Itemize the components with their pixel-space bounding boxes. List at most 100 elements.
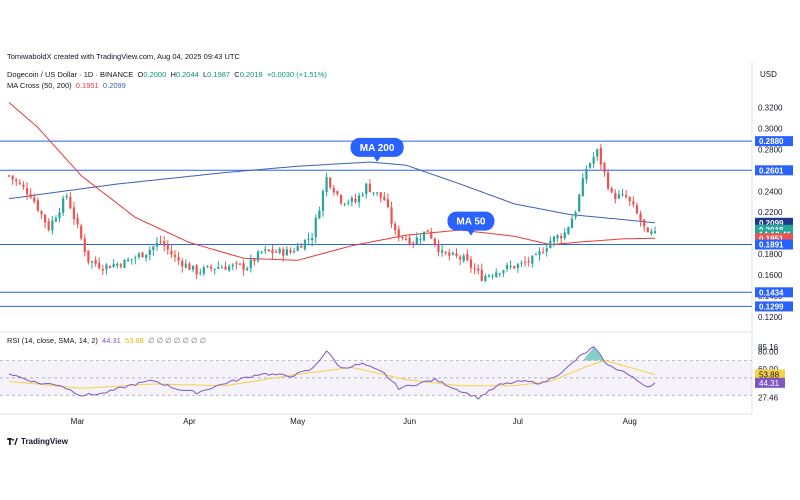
candle-body[interactable] [625,195,628,198]
candle-body[interactable] [303,239,307,250]
candle-body[interactable] [11,175,14,180]
candle-body[interactable] [397,229,400,238]
candle-body[interactable] [560,235,563,239]
candle-body[interactable] [505,265,509,269]
rsi-line[interactable] [8,346,656,400]
candle-body[interactable] [585,168,588,180]
candle-body[interactable] [390,207,393,224]
candle-body[interactable] [462,255,465,261]
candle-body[interactable] [484,275,487,282]
candle-body[interactable] [18,182,21,184]
candle-body[interactable] [375,192,379,194]
candle-body[interactable] [578,194,581,212]
candle-body[interactable] [191,265,195,270]
candle-body[interactable] [531,255,534,264]
candle-body[interactable] [155,242,159,247]
candle-body[interactable] [502,270,505,274]
candles-layer[interactable] [7,143,657,282]
candle-body[interactable] [509,266,512,268]
candle-body[interactable] [72,207,76,220]
candle-body[interactable] [311,238,314,241]
candle-body[interactable] [372,192,375,194]
candle-body[interactable] [549,240,552,248]
candle-body[interactable] [130,259,133,261]
candle-body[interactable] [368,183,372,193]
candle-body[interactable] [361,194,364,196]
candle-body[interactable] [516,264,519,268]
candle-body[interactable] [422,231,426,241]
candle-body[interactable] [451,252,455,255]
candle-body[interactable] [401,237,404,239]
candle-body[interactable] [527,261,530,263]
price-badge[interactable]: 0.1434 [755,287,793,298]
candle-body[interactable] [177,257,180,261]
candle-body[interactable] [520,262,523,264]
rsi-value-badge[interactable] [755,377,785,388]
candle-body[interactable] [459,256,462,260]
candle-body[interactable] [567,227,570,234]
candle-body[interactable] [321,191,325,211]
candle-body[interactable] [170,250,173,255]
candle-body[interactable] [264,249,267,251]
candle-body[interactable] [614,193,617,200]
candle-body[interactable] [466,253,469,261]
candle-body[interactable] [653,231,657,234]
candle-body[interactable] [36,200,39,211]
candle-body[interactable] [80,225,83,239]
candle-body[interactable] [83,238,86,252]
candle-body[interactable] [570,218,574,228]
candle-body[interactable] [588,163,592,168]
candle-body[interactable] [596,149,599,157]
candle-body[interactable] [7,175,11,177]
candle-body[interactable] [62,198,65,213]
candle-body[interactable] [606,172,610,189]
candle-body[interactable] [173,254,177,257]
rsi-legend[interactable]: RSI (14, close, SMA, 14, 2) 44.31 53.88 … [7,336,206,345]
candle-body[interactable] [307,238,310,240]
candle-body[interactable] [325,176,328,193]
candle-body[interactable] [195,265,198,275]
candle-body[interactable] [256,251,260,261]
rsi-value-badge[interactable] [755,369,785,380]
candle-body[interactable] [101,269,104,271]
price-badge[interactable]: 0.2880 [755,136,793,147]
candle-body[interactable] [123,259,126,268]
candle-body[interactable] [343,203,346,205]
candle-body[interactable] [329,177,332,188]
candle-body[interactable] [646,227,649,233]
candle-body[interactable] [267,249,270,252]
candle-body[interactable] [491,275,494,277]
candle-body[interactable] [58,212,61,219]
candle-body[interactable] [43,214,47,223]
candle-body[interactable] [556,235,559,239]
candle-body[interactable] [285,249,289,256]
candle-body[interactable] [639,213,642,221]
candle-body[interactable] [477,268,480,271]
candle-body[interactable] [440,250,444,253]
candle-body[interactable] [542,252,545,254]
candle-body[interactable] [181,260,184,267]
candle-body[interactable] [650,231,653,234]
candle-body[interactable] [632,201,635,205]
candle-body[interactable] [159,241,162,243]
price-badge[interactable]: 0.1299 [755,301,793,312]
candle-body[interactable] [105,264,108,270]
candle-body[interactable] [628,196,631,202]
candle-body[interactable] [166,244,169,250]
candle-body[interactable] [235,263,238,265]
candle-body[interactable] [487,275,491,277]
candle-body[interactable] [22,184,25,187]
candle-body[interactable] [357,195,361,203]
candle-body[interactable] [538,251,541,255]
candle-body[interactable] [643,219,646,227]
candle-body[interactable] [354,198,357,203]
candle-body[interactable] [206,265,209,268]
candle-body[interactable] [141,252,144,258]
candle-body[interactable] [249,259,252,269]
currency-label[interactable]: USD [760,70,777,79]
candle-body[interactable] [199,272,202,274]
candle-body[interactable] [455,253,458,257]
candle-body[interactable] [292,251,296,253]
candle-body[interactable] [379,192,382,198]
candle-body[interactable] [260,251,263,253]
